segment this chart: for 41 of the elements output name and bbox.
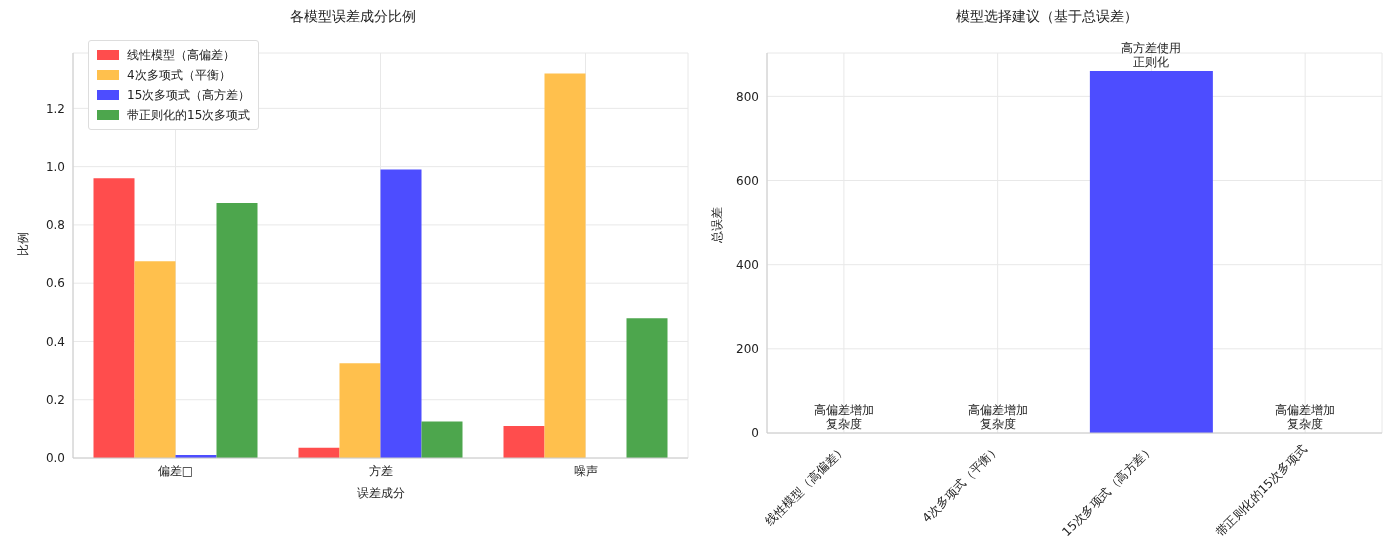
bar bbox=[380, 169, 422, 458]
y-axis-title: 总误差 bbox=[710, 207, 725, 244]
bar bbox=[626, 318, 668, 458]
y-tick-label: 1.0 bbox=[45, 159, 65, 174]
annotation: 高方差使用正则化 bbox=[1120, 41, 1183, 70]
chart-title: 模型选择建议（基于总误差） bbox=[955, 8, 1139, 26]
y-tick-label: 800 bbox=[736, 89, 759, 104]
bar bbox=[93, 178, 135, 458]
bar bbox=[421, 421, 463, 458]
bar bbox=[503, 425, 545, 458]
bar bbox=[544, 73, 586, 458]
bar bbox=[134, 261, 176, 458]
y-tick-label: 0.0 bbox=[45, 451, 65, 466]
legend-label: 线性模型（高偏差） bbox=[127, 46, 235, 64]
x-tick-label: 15次多项式（高方差） bbox=[1059, 442, 1157, 540]
y-tick-label: 0.6 bbox=[45, 276, 65, 291]
y-tick-label: 0 bbox=[751, 426, 759, 441]
y-tick-label: 0.8 bbox=[45, 218, 65, 233]
x-tick-label: 方差 bbox=[368, 463, 393, 478]
bar bbox=[339, 363, 381, 458]
bar bbox=[216, 203, 258, 458]
x-tick-label: 4次多项式（平衡） bbox=[919, 442, 1003, 526]
y-tick-label: 1.2 bbox=[45, 101, 65, 116]
annotation: 高偏差增加复杂度 bbox=[1274, 403, 1337, 431]
y-tick-label: 400 bbox=[736, 257, 759, 272]
legend-label: 15次多项式（高方差） bbox=[127, 86, 251, 104]
chart-title: 各模型误差成分比例 bbox=[289, 8, 417, 26]
legend-label: 带正则化的15次多项式 bbox=[127, 106, 251, 124]
x-tick-label: 噪声 bbox=[573, 463, 598, 478]
annotation: 高偏差增加复杂度 bbox=[966, 403, 1029, 431]
x-axis-title: 误差成分 bbox=[356, 485, 405, 500]
y-tick-label: 0.4 bbox=[45, 334, 65, 349]
y-tick-label: 200 bbox=[736, 342, 759, 357]
annotation: 高偏差增加复杂度 bbox=[812, 403, 875, 431]
y-tick-label: 0.2 bbox=[45, 392, 65, 407]
x-tick-label: 偏差□ bbox=[157, 463, 194, 478]
x-tick-label: 线性模型（高偏差） bbox=[762, 442, 849, 529]
x-tick-label: 带正则化的15次多项式 bbox=[1213, 442, 1311, 540]
y-tick-label: 600 bbox=[736, 173, 759, 188]
y-axis-title: 比例 bbox=[16, 231, 31, 256]
legend-label: 4次多项式（平衡） bbox=[127, 66, 231, 84]
